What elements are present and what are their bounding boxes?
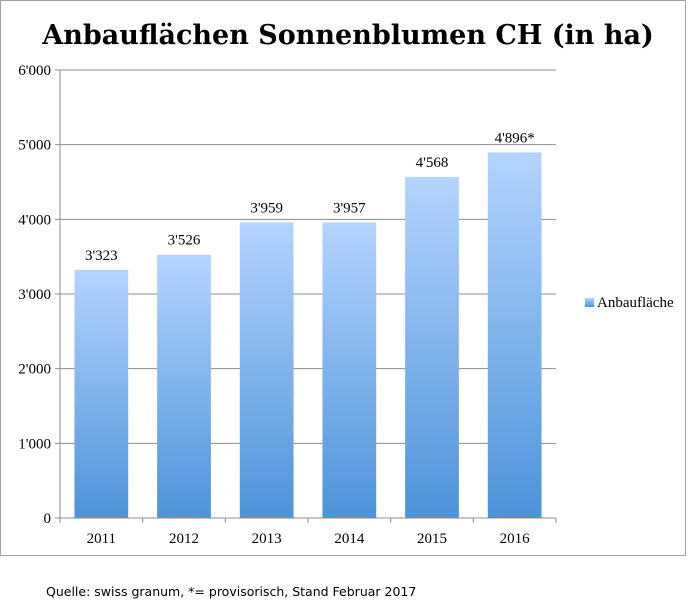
gridlines: [55, 69, 557, 523]
x-tick-label-2016: 2016: [500, 531, 531, 547]
x-tick-label-2013: 2013: [252, 531, 282, 547]
data-label-2012: 3'526: [168, 233, 201, 249]
x-axis-ticks: 2011 2012 2013 2014 2015 2016: [87, 531, 531, 547]
data-label-2013: 3'959: [250, 200, 283, 216]
data-labels: 3'323 3'526 3'959 3'957 4'568 4'896*: [85, 130, 535, 263]
chart-title: Anbauflächen Sonnenblumen CH (in ha): [41, 20, 653, 51]
x-tick-label-2011: 2011: [87, 531, 116, 547]
data-label-2015: 4'568: [416, 155, 449, 171]
y-tick-label: 5'000: [18, 138, 51, 154]
x-tick-label-2015: 2015: [417, 531, 447, 547]
bar-2011: [74, 269, 129, 518]
bar-2015: [405, 176, 459, 518]
bar-chart: Anbauflächen Sonnenblumen CH (in ha) 0 1'…: [18, 20, 674, 547]
legend: Anbaufläche: [585, 295, 674, 311]
y-tick-label: 4'000: [18, 212, 51, 228]
y-tick-label: 0: [44, 511, 52, 527]
data-label-2014: 3'957: [333, 201, 366, 217]
bars: [74, 152, 542, 519]
data-label-2011: 3'323: [85, 248, 118, 264]
y-tick-label: 3'000: [18, 287, 51, 303]
y-tick-label: 6'000: [18, 63, 51, 79]
y-axis-ticks: 0 1'000 2'000 3'000 4'000 5'000 6'000: [18, 63, 51, 527]
bar-2013: [239, 222, 294, 519]
data-label-2016: 4'896*: [495, 130, 535, 146]
bar-2012: [157, 254, 211, 518]
y-tick-label: 2'000: [18, 362, 51, 378]
x-tick-label-2012: 2012: [169, 531, 199, 547]
bar-2016: [487, 152, 542, 518]
bar-2014: [322, 222, 377, 518]
y-tick-label: 1'000: [18, 436, 51, 452]
x-tick-label-2014: 2014: [334, 531, 365, 547]
legend-label: Anbaufläche: [597, 295, 674, 311]
legend-swatch: [585, 298, 594, 307]
source-note: Quelle: swiss granum, *= provisorisch, S…: [46, 584, 417, 599]
